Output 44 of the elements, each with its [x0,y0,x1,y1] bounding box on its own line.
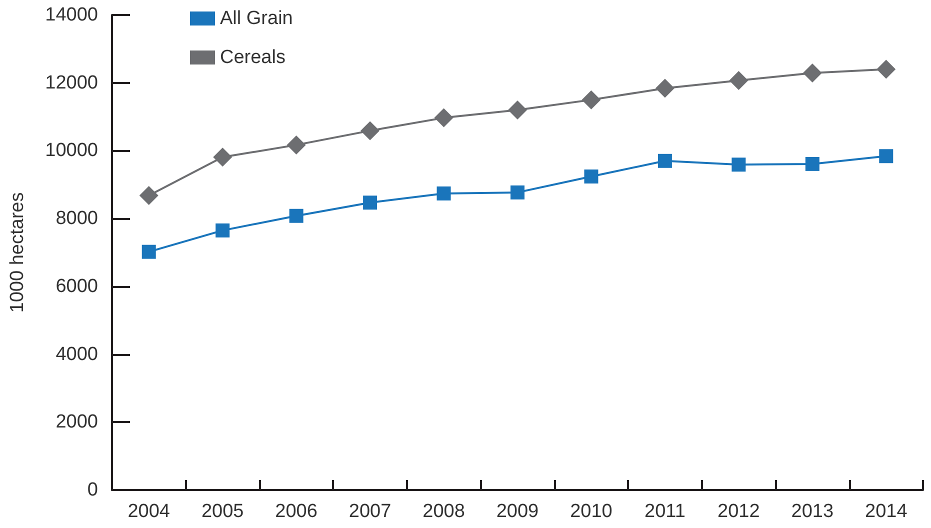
legend-label: Cereals [220,47,286,68]
point [802,64,822,83]
point [658,154,672,168]
point [213,148,232,167]
point [876,60,896,79]
point [879,149,894,164]
x-tick-label: 2007 [348,501,392,522]
x-tick-label: 2004 [128,501,170,522]
point [584,170,598,184]
y-tick-label: 4000 [56,344,98,365]
x-tick-label: 2008 [422,501,465,522]
point [142,244,156,259]
y-tick-label: 2000 [56,412,98,433]
y-tick-label: 6000 [56,276,98,297]
point [286,135,306,154]
x-tick-label: 2009 [496,501,539,522]
point [216,223,230,238]
point [655,78,674,98]
x-tick-label: 2012 [718,501,760,522]
x-tick-label: 2006 [275,501,318,522]
y-tick-label: 0 [87,480,98,500]
point [510,185,524,200]
x-tick-label: 2014 [864,501,908,522]
point [360,121,380,140]
x-tick-label: 2013 [791,501,834,522]
x-tick-label: 2005 [201,501,244,522]
x-tick-label: 2010 [570,501,612,522]
y-tick-label: 14000 [45,4,98,26]
y-axis-title: 1000 hectares [7,192,28,313]
point [732,158,746,172]
y-tick-label: 12000 [45,72,98,94]
point [508,100,527,120]
y-tick-label: 10000 [45,140,98,162]
point [582,90,601,110]
y-tick-label: 8000 [56,208,98,230]
point [363,196,378,210]
legend-label: All Grain [220,8,293,29]
point [139,186,158,205]
point [436,186,451,200]
x-tick-label: 2011 [644,501,686,522]
point [289,208,304,223]
point [729,70,748,90]
point [805,156,820,171]
point [434,108,454,128]
